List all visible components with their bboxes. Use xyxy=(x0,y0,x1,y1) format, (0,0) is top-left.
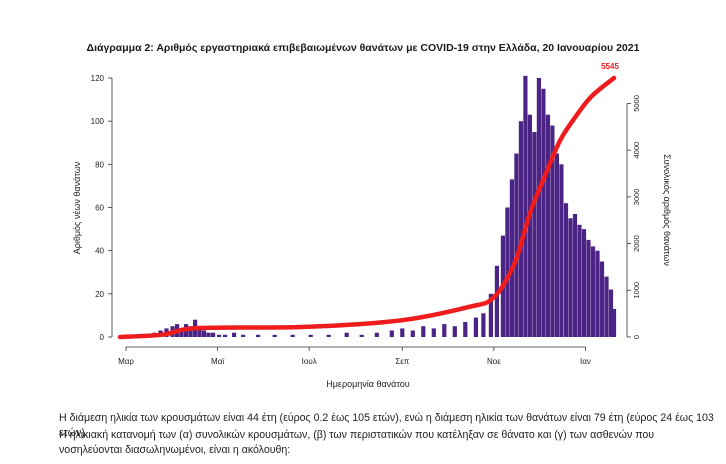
bar xyxy=(608,289,614,337)
bar xyxy=(488,293,493,337)
y-tick-label: 40 xyxy=(95,247,104,256)
y2-tick-label: 3000 xyxy=(632,189,641,206)
bar xyxy=(290,334,295,337)
axis-layer: 0 20 40 60 80 100 120 0 1000 2000 3000 4000 5000 Μαρ Μ… xyxy=(91,74,641,366)
bar xyxy=(509,179,514,337)
bar xyxy=(308,334,313,337)
y-tick-label: 80 xyxy=(95,160,104,169)
bar xyxy=(344,332,349,337)
bar xyxy=(473,317,478,337)
bar xyxy=(481,313,486,337)
bar xyxy=(514,153,519,337)
bar xyxy=(211,332,216,337)
bar xyxy=(536,78,541,337)
bar xyxy=(577,224,582,337)
bar xyxy=(568,218,573,337)
bar xyxy=(599,261,605,337)
y2-axis-title: Συνολικός αριθμός θανάτων xyxy=(662,154,672,266)
y-axis-title: Αριθμός νέων θανάτων xyxy=(72,161,82,254)
bar xyxy=(554,153,559,337)
x-tick-label: Μαρ xyxy=(118,357,134,366)
label-layer: 5545 Αριθμός νέων θανάτων Συνολικός αριθμό… xyxy=(72,62,672,389)
cumulative-deaths-line xyxy=(117,75,617,340)
bar xyxy=(586,239,591,337)
bar xyxy=(223,334,228,337)
bar xyxy=(545,114,550,337)
bar xyxy=(452,326,457,337)
bar xyxy=(604,276,609,337)
chart-area: 0 20 40 60 80 100 120 0 1000 2000 3000 4000 5000 Μαρ Μ… xyxy=(72,62,672,389)
x-tick-label: Νοε xyxy=(487,357,501,366)
bar xyxy=(541,88,546,337)
bar xyxy=(611,308,617,337)
cumulative-line-layer xyxy=(117,75,617,340)
y-tick-label: 60 xyxy=(95,204,104,213)
bar xyxy=(256,334,261,337)
bar xyxy=(518,121,523,337)
bars-layer xyxy=(140,75,617,338)
bar xyxy=(241,334,246,337)
y2-tick-label: 4000 xyxy=(632,142,641,159)
bar xyxy=(326,334,331,337)
x-tick-label: Ιουλ xyxy=(302,357,317,366)
bar xyxy=(431,328,436,337)
y2-tick-label: 1000 xyxy=(632,282,641,299)
bar xyxy=(206,332,211,337)
bar xyxy=(463,321,468,337)
bar xyxy=(572,214,578,337)
cumulative-final-label: 5545 xyxy=(601,62,619,71)
bar xyxy=(179,328,184,337)
bar xyxy=(581,229,587,337)
caption-age-distribution: Η ηλικιακή κατανομή των (α) συνολικών κρ… xyxy=(59,429,655,456)
chart-title: Διάγραμμα 2: Αριθμός εργαστηριακά επιβεβ… xyxy=(86,42,640,54)
y-tick-label: 0 xyxy=(100,333,105,342)
x-tick-label: Ιαν xyxy=(580,357,591,366)
bar xyxy=(374,332,379,337)
bar xyxy=(421,326,426,337)
bar xyxy=(559,164,564,337)
bar xyxy=(523,75,528,338)
y-tick-label: 100 xyxy=(91,117,105,126)
y-tick-label: 120 xyxy=(91,74,105,83)
caption-median-age: Η διάμεση ηλικία των κρουσμάτων είναι 44… xyxy=(59,412,714,439)
bar xyxy=(359,334,364,337)
bar xyxy=(505,207,510,337)
y-tick-label: 20 xyxy=(95,290,104,299)
bar xyxy=(197,328,202,337)
bar xyxy=(217,334,222,337)
bar xyxy=(494,265,499,337)
bar xyxy=(232,332,237,337)
y2-tick-label: 0 xyxy=(632,335,641,339)
bar xyxy=(550,125,555,337)
bar xyxy=(202,330,207,337)
bar xyxy=(272,334,277,337)
x-tick-label: Μαϊ xyxy=(211,357,224,366)
bar xyxy=(410,330,415,337)
bar xyxy=(532,132,537,337)
bar xyxy=(188,326,193,337)
x-axis-title: Ημερομηνία θανάτου xyxy=(326,379,410,389)
y2-tick-label: 2000 xyxy=(632,235,641,252)
bar xyxy=(400,328,405,337)
bar xyxy=(442,324,447,337)
bar xyxy=(590,246,596,337)
bar xyxy=(389,330,394,337)
bar xyxy=(563,203,569,337)
y2-tick-label: 5000 xyxy=(632,95,641,112)
x-tick-label: Σεπ xyxy=(395,357,410,366)
bar xyxy=(527,114,532,337)
bar xyxy=(595,250,600,337)
